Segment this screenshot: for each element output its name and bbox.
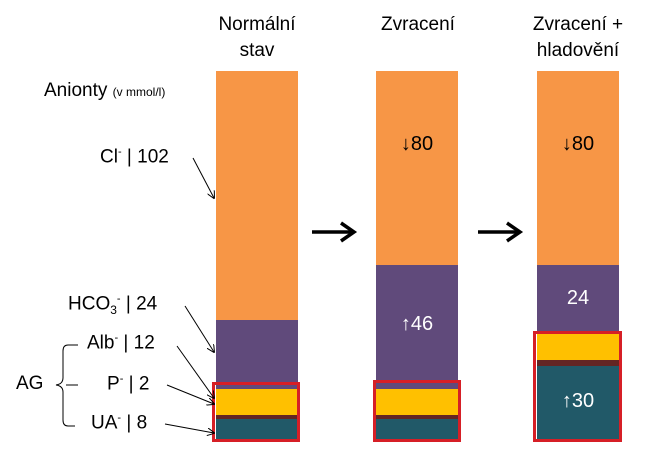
label-ua: UA- | 8 (91, 412, 147, 434)
value-vs-hco3: 24 (566, 287, 590, 309)
segment-cl: ↓80 (537, 71, 619, 265)
label-alb-value: | 12 (123, 332, 155, 354)
value-vs-ua: ↑30 (561, 390, 595, 412)
label-hco3: HCO3- | 24 (68, 293, 157, 317)
leader-cl (192, 157, 214, 198)
label-hco3-sub: 3 (110, 303, 117, 318)
label-p-charge: - (119, 373, 124, 385)
segment-divider (376, 415, 458, 419)
title-vomit: Zvracení (353, 12, 483, 38)
label-ua-value: | 8 (126, 412, 148, 434)
title-vomit-line1: Zvracení (381, 14, 455, 35)
title-normal-line2: stav (239, 40, 275, 61)
title-vs-line2: hladovění (536, 40, 620, 61)
segment-alb-p (376, 389, 458, 415)
title-normal: Normální stav (192, 12, 322, 64)
ag-highlight-vomit (373, 380, 461, 442)
value-vomit-hco3: ↑46 (400, 313, 434, 335)
transition-arrow-2 (478, 221, 524, 243)
value-vs-cl: ↓80 (561, 133, 595, 155)
segment-cl (216, 71, 298, 320)
ag-brace (55, 344, 78, 427)
value-vomit-cl: ↓80 (400, 133, 434, 155)
label-ag: AG (16, 373, 44, 394)
label-cl-ion: Cl (100, 146, 118, 168)
bar-normal (216, 71, 298, 440)
title-normal-line1: Normální (218, 14, 296, 35)
label-ua-ion: UA (91, 412, 118, 434)
segment-divider (537, 360, 619, 366)
label-alb-charge: - (114, 332, 119, 344)
segment-ua (376, 419, 458, 440)
segment-ua: ↑30 (537, 366, 619, 440)
ag-highlight-normal (212, 382, 300, 442)
anion-heading-unit: (v mmol/l) (112, 85, 166, 99)
label-p-value: | 2 (128, 373, 150, 395)
bar-vomit: ↓80 ↑46 (376, 71, 458, 440)
bar-vomit-starve: ↓80 24 ↑30 (537, 71, 619, 440)
segment-ua (216, 419, 298, 440)
leader-alb (176, 345, 214, 398)
segment-alb-p (537, 334, 619, 360)
anion-heading-main: Anionty (44, 80, 108, 101)
segment-divider (216, 415, 298, 419)
segment-hco3 (216, 320, 298, 389)
leader-ua (164, 423, 214, 433)
label-alb-ion: Alb (87, 332, 115, 354)
title-vs-line1: Zvracení + (532, 14, 624, 35)
label-cl: Cl- | 102 (100, 146, 169, 168)
label-cl-value: | 102 (126, 146, 169, 168)
transition-arrow-1 (312, 221, 358, 243)
leader-p (166, 384, 214, 404)
label-p: P- | 2 (107, 373, 149, 395)
segment-hco3: ↑46 (376, 265, 458, 389)
title-vomit-starve: Zvracení + hladovění (513, 12, 643, 64)
label-ua-charge: - (117, 412, 122, 424)
label-alb: Alb- | 12 (87, 332, 155, 354)
leader-hco3 (184, 305, 214, 352)
segment-hco3: 24 (537, 265, 619, 334)
label-hco3-value: | 24 (125, 293, 158, 315)
label-hco3-charge: - (116, 293, 121, 305)
segment-alb-p (216, 389, 298, 415)
label-p-ion: P (107, 373, 120, 395)
anion-heading: Anionty (v mmol/l) (44, 80, 165, 102)
segment-cl: ↓80 (376, 71, 458, 265)
label-cl-charge: - (117, 146, 122, 158)
ag-highlight-vs (533, 331, 622, 442)
label-hco3-ion: HCO (68, 293, 111, 315)
